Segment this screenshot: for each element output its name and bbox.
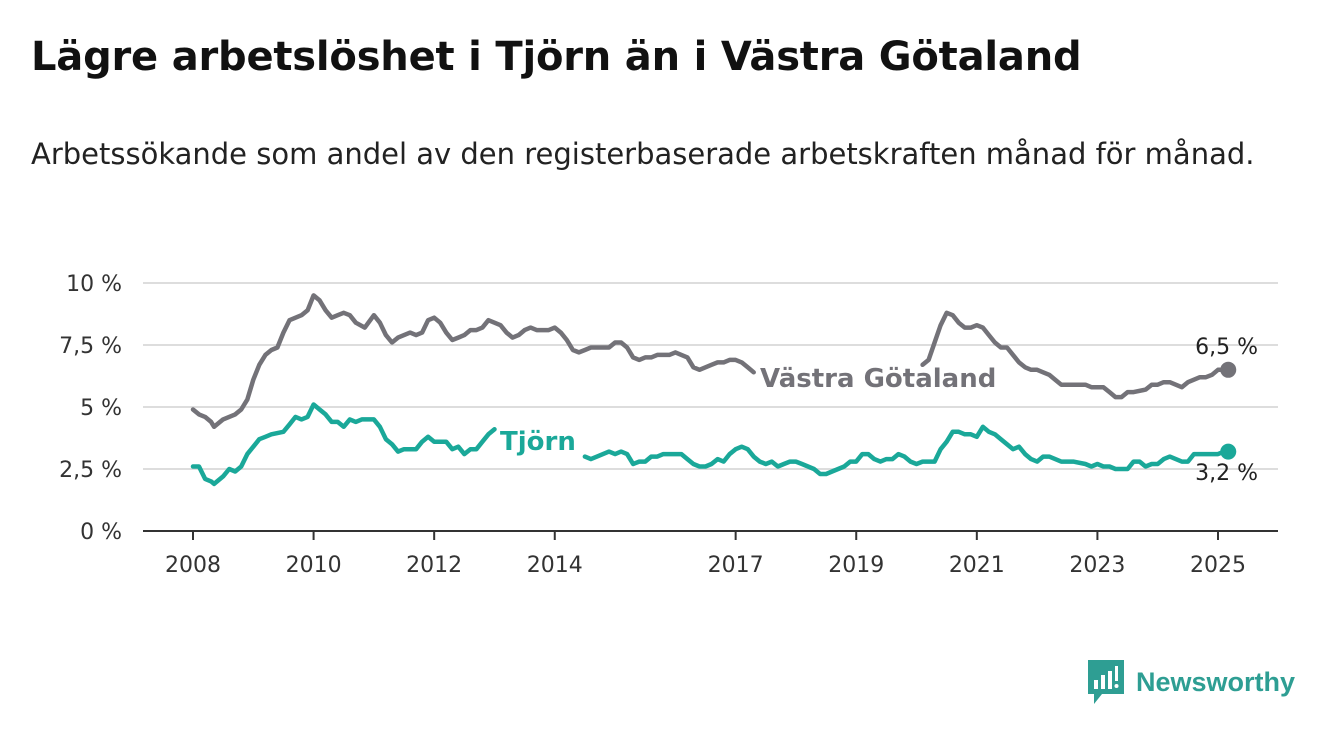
- x-tick-label-2: 2012: [406, 553, 462, 578]
- series-label-tjorn: Tjörn: [500, 427, 576, 457]
- x-tick-label-1: 2010: [286, 553, 342, 578]
- x-tick-label-8: 2025: [1190, 553, 1246, 578]
- series-line-tjorn-a: [190, 402, 497, 487]
- x-tick-label-5: 2019: [828, 553, 884, 578]
- chart-subtitle: Arbetssökande som andel av den registerb…: [31, 137, 1255, 171]
- y-tick-label-1: 2,5 %: [59, 458, 122, 483]
- y-tick-label-4: 10 %: [66, 272, 122, 297]
- brand-name: Newsworthy: [1136, 666, 1296, 697]
- y-tick-label-2: 5 %: [80, 396, 122, 421]
- x-tick-label-0: 2008: [165, 553, 221, 578]
- x-tick-label-3: 2014: [527, 553, 583, 578]
- series-line-vastra-gotaland-b: [920, 310, 1231, 400]
- series-line-tjorn-b: [582, 424, 1231, 477]
- series-line-vastra-gotaland-a: [190, 293, 756, 430]
- y-tick-label-0: 0 %: [80, 520, 122, 545]
- end-label-tjorn: 3,2 %: [1195, 461, 1258, 486]
- endpoint-tjorn: [1220, 443, 1237, 460]
- chart-title: Lägre arbetslöshet i Tjörn än i Västra G…: [31, 34, 1082, 80]
- x-tick-label-4: 2017: [708, 553, 764, 578]
- x-tick-label-6: 2021: [949, 553, 1005, 578]
- brand-logo: Newsworthy: [1088, 660, 1295, 704]
- series-label-vastra-gotaland: Västra Götaland: [760, 364, 996, 394]
- x-tick-label-7: 2023: [1069, 553, 1125, 578]
- end-label-vastra-gotaland: 6,5 %: [1195, 335, 1258, 360]
- endpoint-vastra-gotaland: [1220, 361, 1237, 378]
- y-tick-label-3: 7,5 %: [59, 334, 122, 359]
- newsworthy-logo-icon: [1088, 660, 1124, 704]
